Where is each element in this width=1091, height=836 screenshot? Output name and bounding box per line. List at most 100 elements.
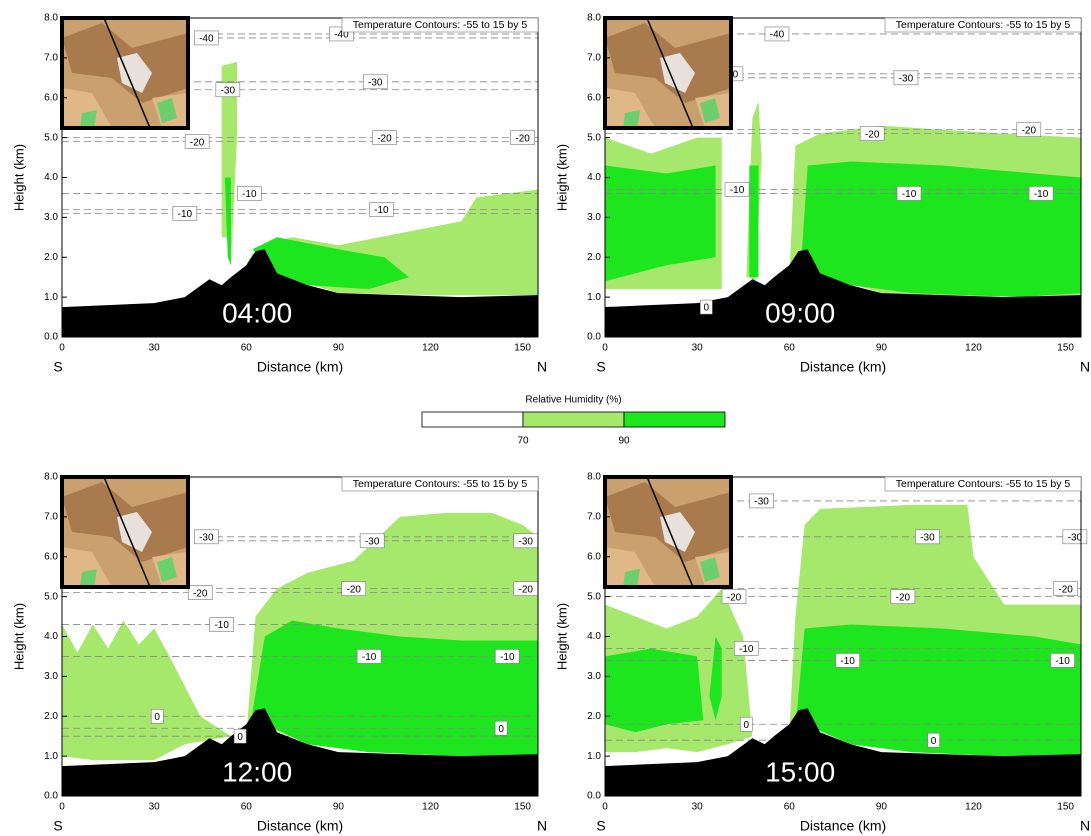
contour-label: -20 [377, 133, 392, 144]
x-tick-label: 150 [514, 802, 531, 813]
y-axis-label: Height (km) [11, 144, 26, 211]
x-tick-label: 120 [965, 802, 982, 813]
x-tick-label: 60 [784, 802, 796, 813]
contour-label: -10 [730, 185, 745, 196]
contour-label: -10 [242, 189, 257, 200]
right-end-label: N [537, 818, 547, 834]
x-tick-label: 90 [333, 802, 345, 813]
contour-label: -10 [362, 652, 377, 663]
x-tick-label: 150 [514, 343, 531, 354]
contour-label: -30 [368, 77, 383, 88]
x-tick-label: 60 [784, 343, 796, 354]
contour-label: -20 [190, 137, 205, 148]
contour-label: -20 [518, 584, 533, 595]
y-tick-label: 7.0 [44, 512, 58, 523]
contour-label: -10 [1034, 189, 1049, 200]
time-label: 09:00 [765, 297, 835, 328]
y-tick-label: 8.0 [44, 472, 58, 483]
colorbar-title: Relative Humidity (%) [525, 395, 621, 406]
x-axis-label: Distance (km) [257, 818, 343, 834]
y-tick-label: 2.0 [44, 252, 58, 263]
y-tick-label: 8.0 [587, 13, 601, 24]
y-tick-label: 1.0 [44, 751, 58, 762]
humidity-region [802, 162, 1082, 298]
contour-label: -20 [896, 592, 911, 603]
contour-label: -20 [1022, 125, 1037, 136]
y-tick-label: 5.0 [587, 132, 601, 143]
humidity-region [605, 649, 703, 733]
contour-label: -20 [515, 133, 530, 144]
humidity-region [249, 621, 538, 757]
panel: -30-30-30-20-20-20-10-10-10000Temperatur… [11, 472, 547, 834]
contour-label: -30 [365, 536, 380, 547]
y-tick-label: 5.0 [44, 591, 58, 602]
y-tick-label: 7.0 [587, 512, 601, 523]
y-tick-label: 4.0 [44, 172, 58, 183]
x-tick-label: 30 [149, 343, 161, 354]
contour-label: -30 [1068, 532, 1083, 543]
panel: -40-30-30-20-20-10-10-100Temperature Con… [554, 13, 1090, 375]
contour-label: -10 [902, 189, 917, 200]
x-tick-label: 0 [602, 802, 608, 813]
x-tick-label: 0 [59, 343, 65, 354]
contour-label: -20 [193, 588, 208, 599]
contour-label: -20 [865, 129, 880, 140]
panel: -40-40-30-30-20-20-20-10-10-10Temperatur… [11, 13, 547, 375]
x-axis-label: Distance (km) [800, 359, 886, 375]
contour-label: -10 [178, 209, 193, 220]
colorbar-swatch [422, 412, 523, 427]
y-tick-label: 1.0 [587, 292, 601, 303]
x-tick-label: 30 [692, 802, 704, 813]
contour-title: Temperature Contours: -55 to 15 by 5 [896, 19, 1071, 31]
x-axis-label: Distance (km) [800, 818, 886, 834]
y-tick-label: 1.0 [587, 751, 601, 762]
y-tick-label: 8.0 [44, 13, 58, 24]
left-end-label: S [53, 818, 62, 834]
y-tick-label: 8.0 [587, 472, 601, 483]
contour-label: -10 [214, 620, 229, 631]
contour-label: -20 [347, 584, 362, 595]
y-tick-label: 6.0 [587, 92, 601, 103]
x-tick-label: 120 [422, 343, 439, 354]
contour-title: Temperature Contours: -55 to 15 by 5 [353, 19, 528, 31]
y-tick-label: 7.0 [587, 53, 601, 64]
x-tick-label: 90 [333, 343, 345, 354]
x-tick-label: 30 [149, 802, 161, 813]
y-tick-label: 5.0 [587, 591, 601, 602]
y-tick-label: 6.0 [44, 551, 58, 562]
colorbar-swatch [523, 412, 624, 427]
right-end-label: N [1080, 359, 1090, 375]
y-tick-label: 7.0 [44, 53, 58, 64]
contour-label: -40 [770, 30, 785, 41]
contour-label: 0 [704, 303, 710, 314]
time-label: 15:00 [765, 756, 835, 787]
x-tick-label: 150 [1057, 802, 1074, 813]
y-tick-label: 2.0 [44, 711, 58, 722]
contour-title: Temperature Contours: -55 to 15 by 5 [896, 478, 1071, 490]
x-tick-label: 60 [241, 343, 253, 354]
y-tick-label: 3.0 [587, 212, 601, 223]
contour-label: -30 [221, 85, 236, 96]
contour-label: -30 [754, 497, 769, 508]
contour-label: -10 [500, 652, 515, 663]
y-tick-label: 4.0 [44, 631, 58, 642]
y-tick-label: 3.0 [587, 671, 601, 682]
left-end-label: S [53, 359, 62, 375]
contour-label: -10 [840, 656, 855, 667]
x-tick-label: 90 [876, 802, 888, 813]
x-tick-label: 60 [241, 802, 253, 813]
y-tick-label: 0.0 [44, 332, 58, 343]
figure: -40-40-30-30-20-20-20-10-10-10Temperatur… [0, 0, 1091, 836]
y-tick-label: 3.0 [44, 671, 58, 682]
x-tick-label: 90 [876, 343, 888, 354]
y-tick-label: 0.0 [44, 791, 58, 802]
contour-label: -20 [1058, 584, 1073, 595]
contour-label: 0 [237, 732, 243, 743]
x-tick-label: 120 [422, 802, 439, 813]
x-tick-label: 0 [59, 802, 65, 813]
left-end-label: S [596, 359, 605, 375]
y-tick-label: 2.0 [587, 252, 601, 263]
panel: -30-30-30-20-20-20-10-10-1000Temperature… [554, 472, 1090, 834]
y-tick-label: 5.0 [44, 132, 58, 143]
